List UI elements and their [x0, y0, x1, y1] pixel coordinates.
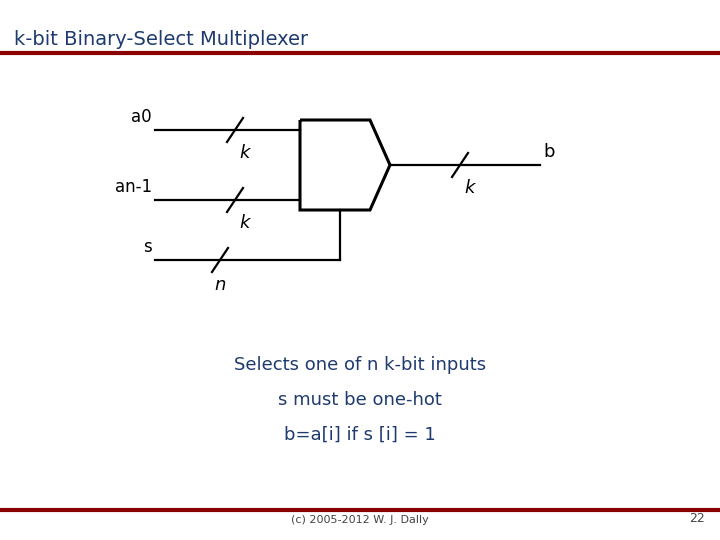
Text: k: k	[239, 214, 249, 232]
Text: a0: a0	[131, 108, 152, 126]
Text: k-bit Binary-Select Multiplexer: k-bit Binary-Select Multiplexer	[14, 30, 308, 49]
Text: 22: 22	[689, 512, 705, 525]
Text: (c) 2005-2012 W. J. Dally: (c) 2005-2012 W. J. Dally	[291, 515, 429, 525]
Text: k: k	[464, 179, 474, 197]
Text: s must be one-hot: s must be one-hot	[278, 391, 442, 409]
Text: an-1: an-1	[115, 178, 152, 196]
Text: Selects one of n k-bit inputs: Selects one of n k-bit inputs	[234, 356, 486, 374]
Text: n: n	[215, 276, 225, 294]
Text: s: s	[143, 238, 152, 256]
Text: b: b	[543, 143, 554, 161]
Text: k: k	[239, 144, 249, 162]
Text: b=a[i] if s [i] = 1: b=a[i] if s [i] = 1	[284, 426, 436, 444]
